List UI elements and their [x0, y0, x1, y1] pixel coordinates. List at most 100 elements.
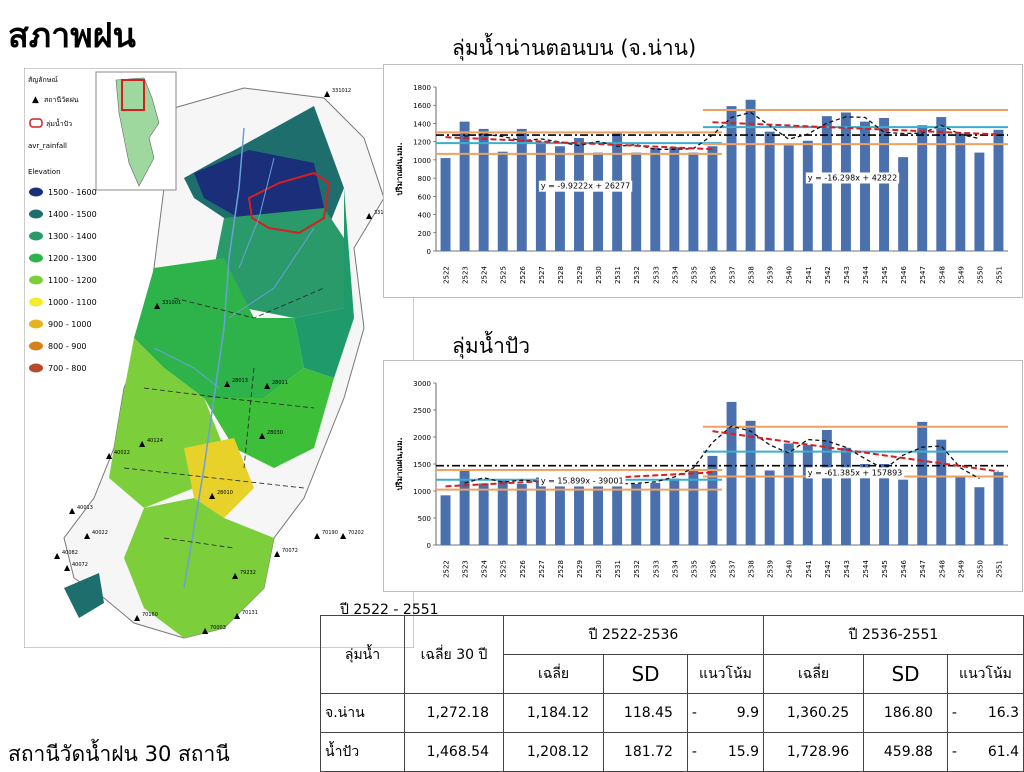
cell-sd2: 186.80	[863, 693, 948, 733]
trend-equation-bg	[538, 475, 626, 487]
station-marker-icon: ▲	[340, 531, 347, 540]
header-mean2: เฉลี่ย	[762, 654, 865, 694]
station-marker-icon: ▲	[69, 506, 76, 515]
main-river	[183, 127, 245, 589]
bar	[879, 117, 890, 251]
x-tick-label: 2548	[938, 266, 946, 284]
tributary-2	[228, 227, 315, 319]
inset-thailand	[115, 77, 160, 187]
header-basin: ลุ่มน้ำ	[320, 615, 405, 694]
legend-class-swatch	[29, 253, 43, 263]
station-marker-icon: ▲	[366, 211, 373, 220]
bar	[440, 158, 451, 251]
x-tick-label: 2541	[805, 560, 813, 578]
chart-title-puan: ลุ่มน้ำปัว	[452, 334, 530, 358]
y-tick-label: 1600	[413, 102, 431, 110]
header-period2: ปี 2536-2551	[762, 615, 1024, 655]
legend-elevation: Elevation	[28, 168, 61, 176]
x-tick-label: 2544	[862, 560, 870, 578]
zone-1500-1600	[194, 150, 324, 228]
trend-equation: y = 15.899x - 39001	[541, 476, 624, 485]
x-tick-label: 2529	[576, 560, 584, 578]
station-label: 70202	[348, 530, 364, 536]
zone-1300-1400	[214, 208, 344, 318]
bar	[955, 476, 966, 545]
y-tick-label: 1800	[413, 84, 431, 92]
station-marker-icon: ▲	[106, 451, 113, 460]
zone-1200-1300	[134, 258, 304, 398]
legend-class-swatch	[29, 341, 43, 351]
station-label: 28030	[267, 430, 283, 436]
legend-station: สถานีวัดฝน	[44, 96, 79, 104]
chart-puan: 0 500 1000 1500 2000 2500 3000 ปริมาณฝน,มม. 2522…	[395, 380, 1008, 578]
moving-average-line	[464, 111, 980, 150]
legend-station-icon: ▲	[32, 95, 39, 105]
x-tick-label: 2522	[443, 560, 451, 578]
bar	[631, 152, 642, 251]
chart-nan: 0 200 400 600 800 1000 1200 1400 1600 1800 ปริมาณฝ…	[395, 84, 1008, 284]
x-tick-label: 2528	[557, 266, 565, 284]
x-tick-label: 2525	[500, 560, 508, 578]
bar	[535, 141, 546, 251]
cell-trend2-sign: -	[951, 744, 957, 760]
cell-trend1-sign: -	[691, 744, 697, 760]
bar	[783, 443, 794, 545]
legend-class-swatch	[29, 209, 43, 219]
y-tick-label: 800	[418, 175, 431, 183]
station-label: 40082	[62, 550, 78, 556]
thiessen-polygons	[123, 287, 325, 549]
bar	[917, 125, 928, 251]
x-tick-label: 2528	[557, 560, 565, 578]
x-tick-label: 2526	[519, 560, 527, 578]
bar	[993, 129, 1004, 251]
zone-1100-1200-south	[124, 498, 274, 638]
x-tick-label: 2536	[709, 266, 717, 284]
x-tick-label: 2538	[748, 560, 756, 578]
bar	[745, 420, 756, 545]
x-tick-label: 2551	[995, 560, 1003, 578]
chart-title-nan: ลุ่มน้ำน่านตอนบน (จ.น่าน)	[452, 36, 697, 60]
station-marker-icon: ▲	[314, 531, 321, 540]
station-marker-icon: ▲	[224, 379, 231, 388]
y-tick-label: 0	[427, 248, 431, 256]
station-marker-icon: ▲	[154, 301, 161, 310]
tributary-3	[153, 347, 220, 389]
cell-trend1-value: 15.9	[727, 744, 759, 760]
header-trend1: แนวโน้ม	[686, 654, 764, 694]
y-tick-label: 1000	[413, 157, 431, 165]
station-label: 40072	[72, 562, 88, 568]
zone-1000-1100	[184, 438, 254, 518]
x-tick-label: 2543	[843, 560, 851, 578]
x-tick-label: 2540	[786, 266, 794, 284]
station-marker-icon: ▲	[202, 626, 209, 635]
x-tick-label: 2534	[671, 560, 679, 578]
cell-avg30: 1,272.18	[404, 693, 504, 733]
x-tick-label: 2530	[595, 266, 603, 284]
bar	[593, 484, 604, 545]
cell-basin: จ.น่าน	[320, 693, 405, 733]
bar	[554, 146, 565, 251]
trend-equation: y = -16.298x + 42822	[808, 173, 897, 182]
y-tick-label: 3000	[413, 380, 431, 388]
x-tick-label: 2527	[538, 266, 546, 284]
bar	[612, 483, 623, 545]
station-label: 40013	[77, 505, 93, 511]
cell-trend2-sign: -	[951, 705, 957, 721]
station-marker-icon: ▲	[64, 563, 71, 572]
legend-class-swatch	[29, 363, 43, 373]
cell-mean1: 1,184.12	[502, 693, 605, 733]
bar	[688, 469, 699, 545]
x-tick-label: 2545	[881, 560, 889, 578]
trend-line	[712, 430, 999, 473]
cell-trend1-value: 9.9	[736, 705, 759, 721]
bar	[459, 121, 470, 251]
bar	[860, 121, 870, 251]
bar	[764, 470, 775, 545]
bar	[516, 483, 527, 545]
trend-equation: y = -61.385x + 157893	[808, 468, 902, 477]
station-label: 40124	[147, 438, 163, 444]
station-marker-icon: ▲	[324, 89, 331, 98]
x-tick-label: 2539	[767, 560, 775, 578]
y-tick-label: 2500	[413, 407, 431, 415]
table-header-row-2: เฉลี่ย SD แนวโน้ม เฉลี่ย SD แนวโน้ม	[321, 654, 1024, 694]
